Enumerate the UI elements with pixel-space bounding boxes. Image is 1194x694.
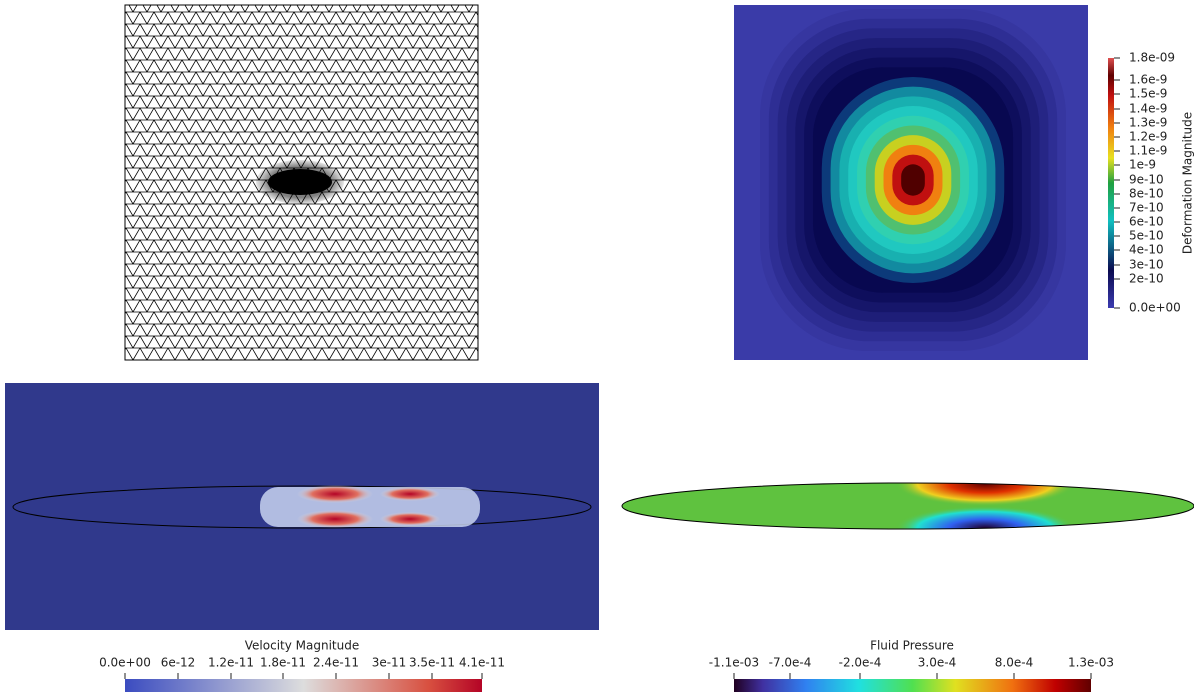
tick-label: 1.2e-9	[1129, 130, 1167, 144]
tick-label: -2.0e-4	[839, 656, 882, 670]
tick-label: 1.6e-9	[1129, 73, 1167, 87]
tick-label: -1.1e-03	[709, 656, 759, 670]
tick-label: 3.0e-4	[918, 656, 956, 670]
tick-label: 8.0e-4	[995, 656, 1033, 670]
colorbar-ticks: 0.0e+00 6e-12 1.2e-11 1.8e-11 2.4e-11 3e-11 3.…	[99, 656, 505, 679]
mesh-dense	[268, 169, 332, 195]
tick-label: 1.5e-9	[1129, 87, 1167, 101]
tick-label: 1.3e-9	[1129, 116, 1167, 130]
tick-label: -7.0e-4	[769, 656, 812, 670]
tick-label: 2e-10	[1129, 272, 1164, 286]
tick-label: 6e-10	[1129, 215, 1164, 229]
velocity-blob	[380, 512, 440, 526]
tick-label: 9e-10	[1129, 173, 1164, 187]
colorbar	[734, 679, 1091, 692]
colorbar	[1108, 58, 1114, 308]
contour	[901, 164, 925, 196]
colorbar-ticks: 1.8e-09 1.6e-91.5e-91.4e-91.3e-91.2e-91.1…	[1114, 51, 1181, 315]
colorbar-title: Deformation Magnitude	[1181, 112, 1194, 254]
tick-label: 2.4e-11	[313, 656, 359, 670]
tick-label: 3e-11	[372, 656, 407, 670]
tick-label: 4.1e-11	[459, 656, 505, 670]
domain-outline	[621, 482, 1194, 530]
tick-label: 5e-10	[1129, 229, 1164, 243]
tick-label: 1.2e-11	[208, 656, 254, 670]
tick-label: 3e-10	[1129, 258, 1164, 272]
tick-label: 1.8e-09	[1129, 51, 1175, 65]
tick-label: 1.3e-03	[1068, 656, 1114, 670]
tick-label: 0.0e+00	[99, 656, 151, 670]
tick-label: 1e-9	[1129, 158, 1156, 172]
tick-label: 7e-10	[1129, 201, 1164, 215]
tick-label: 8e-10	[1129, 187, 1164, 201]
velocity-blob	[380, 487, 440, 501]
colorbar-title: Fluid Pressure	[870, 639, 954, 653]
tick-label: 6e-12	[161, 656, 196, 670]
tick-label: 3.5e-11	[409, 656, 455, 670]
tick-label: 1.4e-9	[1129, 102, 1167, 116]
tick-label: 1.8e-11	[260, 656, 306, 670]
velocity-blob	[297, 510, 373, 528]
velocity-blob	[297, 485, 373, 503]
tick-label: 1.1e-9	[1129, 144, 1167, 158]
tick-label: 4e-10	[1129, 243, 1164, 257]
tick-label: 0.0e+00	[1129, 301, 1181, 315]
colorbar-title: Velocity Magnitude	[245, 639, 359, 653]
contours	[760, 9, 1066, 351]
colorbar-ticks: -1.1e-03 -7.0e-4 -2.0e-4 3.0e-4 8.0e-4 1.3e-0…	[709, 656, 1114, 679]
colorbar	[125, 679, 482, 692]
